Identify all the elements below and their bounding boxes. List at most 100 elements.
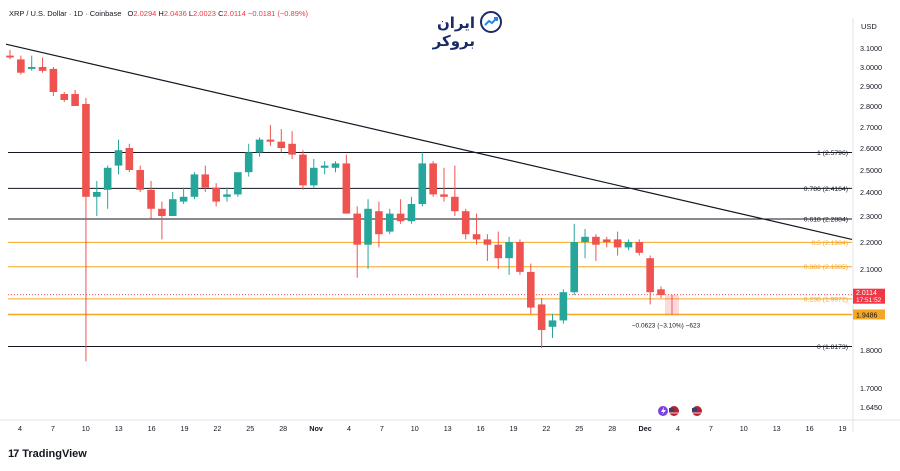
candle-body [451, 196, 459, 212]
y-tick-label: 2.6000 [860, 144, 882, 153]
y-tick-label: 2.9000 [860, 82, 882, 91]
trend-up-icon [480, 11, 502, 33]
candle-body [646, 258, 654, 293]
current-price-label: 2.0114 [856, 290, 877, 297]
lightning-glyph-icon [661, 407, 666, 415]
fib-level-label: 1 (2.5796) [817, 150, 848, 157]
candle-body [255, 139, 264, 153]
broker-logo-text: ایران بروکر [432, 14, 475, 50]
x-tick-label: 16 [806, 424, 814, 433]
y-tick-label: 2.2000 [860, 238, 882, 247]
x-tick-label: 13 [115, 424, 123, 433]
candle-body [93, 192, 101, 197]
candle-body [396, 213, 405, 222]
high-value: 2.0436 [163, 9, 187, 18]
tradingview-logo-text: TradingView [22, 448, 87, 460]
y-tick-label: 2.1000 [860, 265, 882, 274]
x-tick-label: 22 [542, 424, 550, 433]
support-price-tag [853, 309, 885, 320]
candle-body [624, 242, 633, 248]
candle-body [429, 163, 437, 195]
x-tick-label: 16 [477, 424, 485, 433]
candle-body [234, 172, 242, 195]
candle-body [418, 163, 427, 204]
candle-body [602, 239, 611, 242]
tradingview-logo[interactable]: 17 TradingView [8, 446, 87, 460]
candle-body [6, 55, 14, 58]
candle-body [310, 167, 318, 186]
x-tick-label: 25 [246, 424, 254, 433]
symbol-name: XRP / U.S. Dollar · 1D · Coinbase [9, 9, 122, 18]
candle-body [17, 59, 25, 73]
y-tick-label: 1.6450 [860, 403, 882, 412]
candle-body [125, 148, 134, 170]
candle-body [212, 187, 220, 202]
symbol-header: XRP / U.S. Dollar · 1D · Coinbase O2.029… [9, 9, 309, 18]
y-tick-label: 2.4000 [860, 188, 882, 197]
candle-body [244, 152, 253, 173]
open-value: 2.0294 [133, 9, 157, 18]
us-flag-canton-icon [692, 408, 697, 412]
fib-level-label: 0.236 (1.9972) [804, 296, 848, 303]
candle-body [559, 292, 568, 321]
candle-body [385, 213, 394, 232]
y-tick-label: 1.7000 [860, 384, 882, 393]
x-tick-label: 4 [347, 424, 351, 433]
x-tick-label: 7 [709, 424, 713, 433]
candle-body [494, 244, 503, 259]
candle-body [657, 289, 665, 296]
candle-body [461, 211, 470, 235]
x-tick-label: 16 [148, 424, 156, 433]
candle-body [331, 163, 340, 168]
y-tick-label: 1.8000 [860, 346, 882, 355]
candle-body [27, 67, 36, 69]
change-value: −0.0181 (−0.89%) [247, 9, 309, 18]
candle-body [60, 94, 69, 100]
candle-body [299, 154, 307, 186]
candle-body [114, 150, 123, 166]
candle-body [71, 94, 79, 106]
x-tick-label: 4 [18, 424, 22, 433]
candle-body [320, 165, 329, 168]
candle-body [158, 208, 166, 216]
candle-body [168, 199, 177, 216]
candle-body [635, 242, 644, 253]
candle-body [147, 189, 155, 209]
countdown-label: 17:51:52 [856, 297, 882, 304]
candle-body [548, 320, 557, 327]
candle-body [407, 204, 416, 222]
y-tick-label: 2.8000 [860, 102, 882, 111]
candle-body [266, 139, 275, 142]
candle-body [103, 167, 112, 190]
candle-body [288, 143, 296, 155]
fib-level-label: 0.5 (2.1984) [811, 240, 848, 247]
tradingview-mark-icon: 17 [8, 448, 19, 460]
current-price-tag [853, 288, 885, 304]
x-tick-label: 7 [51, 424, 55, 433]
currency-label[interactable]: USD [861, 22, 877, 31]
us-flag-canton-icon [669, 408, 674, 412]
candle-body [581, 236, 589, 242]
x-tick-label: 13 [773, 424, 781, 433]
candle-body [537, 304, 546, 330]
x-month-label: Nov [309, 424, 323, 433]
x-tick-label: 10 [411, 424, 419, 433]
y-tick-label: 2.5000 [860, 166, 882, 175]
x-tick-label: 10 [82, 424, 90, 433]
candle-body [527, 271, 535, 308]
candle-body [570, 242, 578, 293]
fib-level-label: 0 (1.8173) [817, 344, 848, 351]
x-tick-label: 25 [575, 424, 583, 433]
candle-body [190, 174, 199, 197]
candle-body [223, 194, 231, 197]
x-tick-label: 13 [444, 424, 452, 433]
y-tick-label: 2.7000 [860, 123, 882, 132]
support-price-label: 1.9486 [856, 312, 878, 319]
candle-body [505, 242, 513, 259]
x-tick-label: 4 [676, 424, 680, 433]
candle-body [364, 208, 372, 245]
trendline[interactable] [5, 43, 853, 240]
measure-label: −0.0623 (−3.10%) −623 [632, 322, 701, 329]
candle-body [516, 242, 524, 272]
